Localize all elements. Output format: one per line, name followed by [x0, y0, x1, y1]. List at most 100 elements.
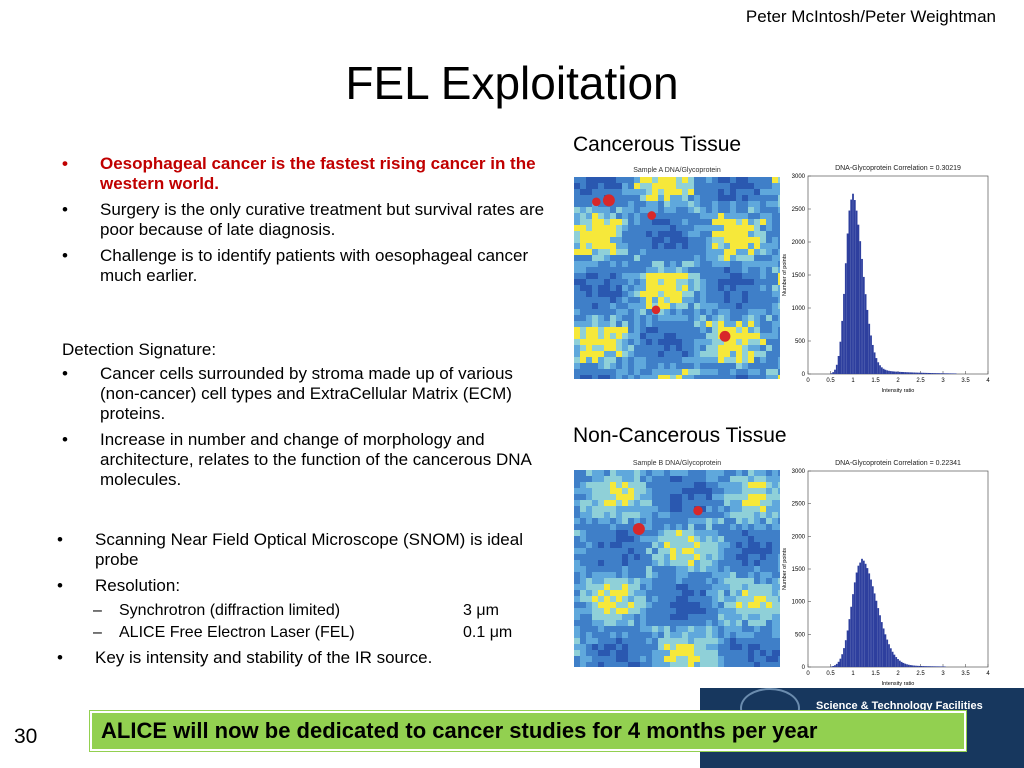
heatmap-cell — [646, 339, 652, 345]
heatmap-cell — [718, 620, 724, 626]
heatmap-cell — [580, 566, 586, 572]
heatmap-cell — [742, 357, 748, 363]
heatmap-cell — [736, 339, 742, 345]
heatmap-cell — [658, 512, 664, 518]
heatmap-cell — [760, 488, 766, 494]
heatmap-cell — [646, 536, 652, 542]
heatmap-cell — [616, 470, 622, 476]
heatmap-cell — [742, 351, 748, 357]
heatmap-cell — [604, 488, 610, 494]
y-tick-label: 2000 — [792, 240, 806, 246]
heatmap-cell — [724, 345, 730, 351]
histogram-bar — [832, 372, 835, 374]
heatmap-cell — [634, 512, 640, 518]
histogram-bar — [843, 293, 845, 374]
histogram-bar — [925, 666, 928, 667]
resolution-item: Synchrotron (diffraction limited) 3 μm — [93, 601, 537, 620]
heatmap-cell — [670, 363, 676, 369]
heatmap-cell — [580, 285, 586, 291]
heatmap-cell — [712, 662, 718, 667]
heatmap-cell — [598, 590, 604, 596]
heatmap-cell — [688, 632, 694, 638]
heatmap-cell — [718, 542, 724, 548]
heatmap-cell — [574, 614, 580, 620]
heatmap-cell — [586, 231, 592, 237]
heatmap-cell — [616, 620, 622, 626]
heatmap-cell — [688, 177, 694, 183]
heatmap-cell — [682, 291, 688, 297]
heatmap-cell — [748, 249, 754, 255]
heatmap-hotspot — [647, 211, 657, 220]
heatmap-cell — [610, 219, 616, 225]
histogram-bar — [868, 573, 871, 667]
heatmap-cell — [772, 626, 778, 632]
heatmap-cell — [604, 602, 610, 608]
heatmap-cell — [682, 626, 688, 632]
heatmap-cell — [580, 327, 586, 333]
heatmap-cell — [706, 548, 712, 554]
heatmap-cell — [712, 632, 718, 638]
heatmap-cell — [712, 339, 718, 345]
heatmap-cell — [682, 243, 688, 249]
heatmap-cell — [778, 363, 780, 369]
histogram-bar — [834, 665, 836, 667]
heatmap-cell — [736, 375, 742, 379]
histogram-bar — [893, 654, 896, 667]
heatmap-cell — [694, 339, 700, 345]
heatmap-cell — [724, 602, 730, 608]
heatmap-cell — [730, 213, 736, 219]
heatmap-cell — [658, 183, 664, 189]
heatmap-cell — [610, 213, 616, 219]
heatmap-cell — [694, 638, 700, 644]
heatmap-cell — [586, 494, 592, 500]
heatmap-cell — [658, 189, 664, 195]
heatmap-cell — [736, 183, 742, 189]
heatmap-cell — [628, 303, 634, 309]
heatmap-cell — [772, 494, 778, 500]
heatmap-cell — [682, 608, 688, 614]
heatmap-cell — [598, 219, 604, 225]
heatmap-cell — [616, 375, 622, 379]
heatmap-cell — [700, 548, 706, 554]
x-tick-label: 0.5 — [826, 378, 835, 384]
heatmap-cell — [754, 243, 760, 249]
heatmap-cell — [586, 207, 592, 213]
heatmap-cell — [736, 363, 742, 369]
heatmap-cell — [706, 650, 712, 656]
heatmap-cell — [736, 626, 742, 632]
y-tick-label: 1000 — [792, 306, 806, 312]
histogram-bar — [857, 565, 860, 667]
heatmap-cell — [592, 315, 598, 321]
heatmap-cell — [580, 596, 586, 602]
heatmap-cell — [766, 506, 772, 512]
histogram-bar — [920, 372, 923, 374]
heatmap-cell — [676, 554, 682, 560]
heatmap-cell — [580, 261, 586, 267]
heatmap-cell — [604, 572, 610, 578]
heatmap-cell — [622, 309, 628, 315]
heatmap-hotspot — [651, 305, 661, 315]
heatmap-cell — [712, 225, 718, 231]
histogram-bar — [913, 372, 916, 374]
heatmap-cell — [754, 219, 760, 225]
heatmap-cell — [694, 255, 700, 261]
heatmap-cell — [730, 488, 736, 494]
heatmap-cell — [664, 375, 670, 379]
heatmap-cell — [778, 375, 780, 379]
heatmap-cell — [658, 195, 664, 201]
heatmap-cell — [760, 506, 766, 512]
heatmap-cell — [742, 578, 748, 584]
histogram-bar — [846, 233, 849, 374]
heatmap-cell — [778, 506, 780, 512]
histogram-bar — [879, 615, 881, 667]
heatmap-cell — [706, 524, 712, 530]
heatmap-cell — [622, 644, 628, 650]
heatmap-cell — [664, 303, 670, 309]
heatmap-cell — [574, 644, 580, 650]
heatmap-cell — [682, 602, 688, 608]
x-tick-label: 1.5 — [871, 671, 880, 677]
heatmap-cell — [664, 231, 670, 237]
heatmap-cell — [616, 476, 622, 482]
histogram-bar — [898, 660, 901, 667]
heatmap-cell — [736, 590, 742, 596]
